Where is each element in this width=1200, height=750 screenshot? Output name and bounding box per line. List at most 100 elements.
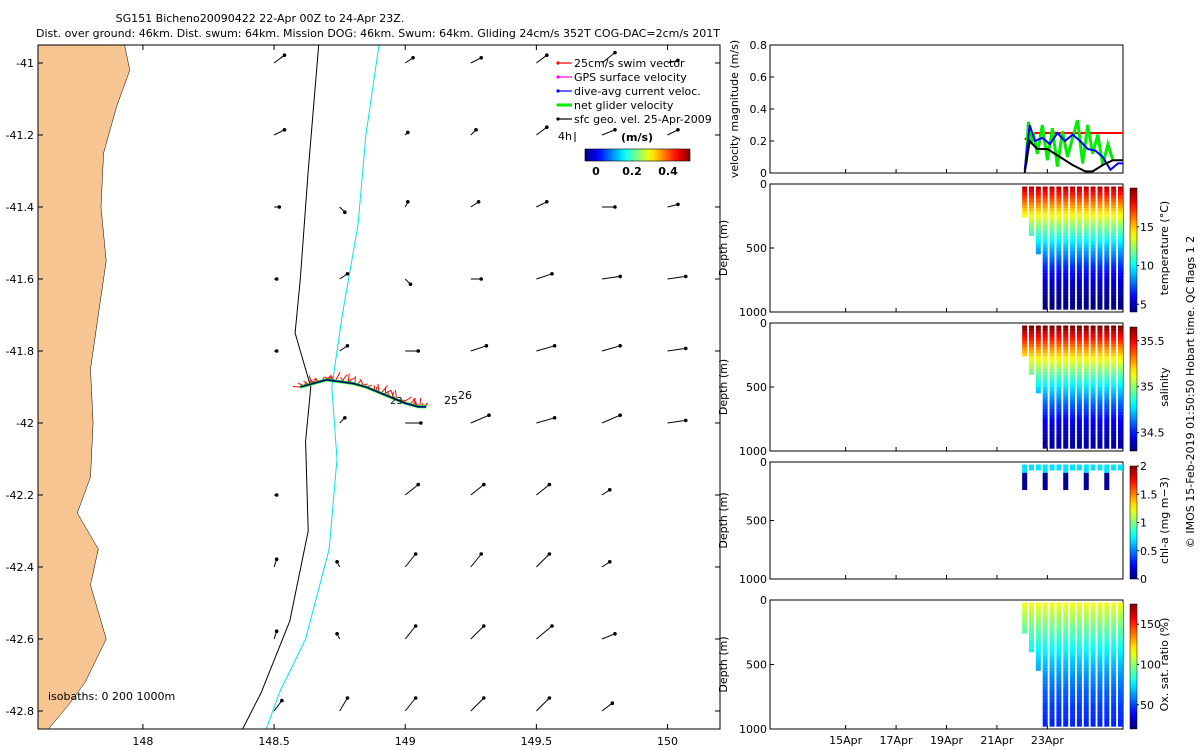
section-sample xyxy=(1097,627,1103,631)
section-sample xyxy=(1083,263,1089,267)
section-sample xyxy=(1104,661,1110,665)
section-sample xyxy=(1070,281,1076,286)
section-sample xyxy=(1076,257,1082,261)
section-sample xyxy=(1070,306,1076,310)
section-sample xyxy=(1111,639,1117,643)
section-sample xyxy=(1070,630,1076,634)
section-sample xyxy=(1104,414,1110,418)
section-sample xyxy=(1117,396,1123,400)
section-sample xyxy=(1083,423,1089,428)
section-sample xyxy=(1056,251,1062,255)
section-sample xyxy=(1083,680,1089,684)
section-sample xyxy=(1111,630,1117,634)
section-sample xyxy=(1097,680,1103,684)
section-sample xyxy=(1029,602,1035,606)
geo-vector-head xyxy=(343,416,347,420)
section-sample xyxy=(1097,602,1103,606)
section-sample xyxy=(1097,266,1103,270)
section-sample xyxy=(1056,704,1062,709)
section-sample xyxy=(1042,602,1048,606)
section-sample xyxy=(1076,645,1082,650)
section-sample xyxy=(1035,217,1041,221)
section-sample xyxy=(1049,368,1055,372)
section-sample xyxy=(1097,343,1103,348)
section-sample xyxy=(1063,701,1069,705)
section-sample xyxy=(1022,486,1028,491)
section-sample xyxy=(1042,189,1048,193)
colorbar-tick-label: 50 xyxy=(1140,699,1154,712)
section-sample xyxy=(1056,618,1062,622)
section-sample xyxy=(1056,365,1062,369)
section-sample xyxy=(1097,423,1103,428)
section-sample xyxy=(1090,717,1096,721)
section-sample xyxy=(1111,661,1117,665)
section-sample xyxy=(1076,642,1082,647)
section-sample xyxy=(1056,235,1062,239)
section-sample xyxy=(1104,266,1110,270)
section-sample xyxy=(1022,337,1028,342)
section-sample xyxy=(1056,208,1062,212)
section-sample xyxy=(1117,633,1123,637)
section-sample xyxy=(1111,423,1117,428)
section-sample xyxy=(1056,189,1062,193)
section-sample xyxy=(1049,340,1055,345)
section-sample xyxy=(1056,248,1062,252)
legend-colorbar xyxy=(584,148,691,162)
section-sample xyxy=(1090,467,1096,471)
section-sample xyxy=(1104,272,1110,276)
section-sample xyxy=(1042,701,1048,705)
section-sample xyxy=(1056,442,1062,446)
section-sample xyxy=(1022,347,1028,351)
section-sample xyxy=(1070,214,1076,218)
section-sample xyxy=(1111,614,1117,619)
section-sample xyxy=(1090,439,1096,443)
section-sample xyxy=(1029,467,1035,471)
geo-vector-head xyxy=(482,624,486,628)
section-sample xyxy=(1035,334,1041,338)
section-sample xyxy=(1111,334,1117,338)
section-sample xyxy=(1063,430,1069,434)
section-sample xyxy=(1090,198,1096,203)
section-sample xyxy=(1104,291,1110,295)
section-sample xyxy=(1070,337,1076,342)
section-sample xyxy=(1104,645,1110,650)
section-sample xyxy=(1022,614,1028,619)
section-sample xyxy=(1083,214,1089,218)
section-sample xyxy=(1076,192,1082,196)
section-sample xyxy=(1063,402,1069,406)
section-sample xyxy=(1117,658,1123,662)
section-sample xyxy=(1111,260,1117,264)
section-sample xyxy=(1090,214,1096,218)
section-sample xyxy=(1111,195,1117,199)
section-sample xyxy=(1042,436,1048,440)
section-sample xyxy=(1056,645,1062,650)
section-sample xyxy=(1111,365,1117,369)
geo-vector-head xyxy=(676,58,680,63)
section-sample xyxy=(1063,442,1069,446)
section-sample xyxy=(1070,411,1076,415)
section-sample xyxy=(1083,359,1089,363)
section-sample xyxy=(1104,257,1110,261)
section-sample xyxy=(1117,269,1123,273)
timestamp: © IMOS 15-Feb-2019 01:50:50 Hobart time.… xyxy=(1184,236,1197,548)
section-sample xyxy=(1049,356,1055,360)
section-sample xyxy=(1042,423,1048,428)
section-sample xyxy=(1117,380,1123,385)
panel-ytick-label: 0.8 xyxy=(750,39,768,52)
section-sample xyxy=(1076,683,1082,687)
legend-swatch-head xyxy=(556,103,560,107)
section-sample xyxy=(1083,720,1089,724)
section-sample xyxy=(1049,689,1055,693)
section-sample xyxy=(1042,244,1048,249)
section-sample xyxy=(1063,208,1069,212)
geo-vector xyxy=(601,52,616,64)
section-sample xyxy=(1063,636,1069,640)
section-sample xyxy=(1097,621,1103,625)
section-sample xyxy=(1042,229,1048,233)
section-sample xyxy=(1097,257,1103,261)
section-sample xyxy=(1022,211,1028,215)
colorbar-tick-label: 0 xyxy=(1140,573,1147,586)
section-sample xyxy=(1029,614,1035,619)
section-sample xyxy=(1097,720,1103,724)
section-sample xyxy=(1063,334,1069,338)
